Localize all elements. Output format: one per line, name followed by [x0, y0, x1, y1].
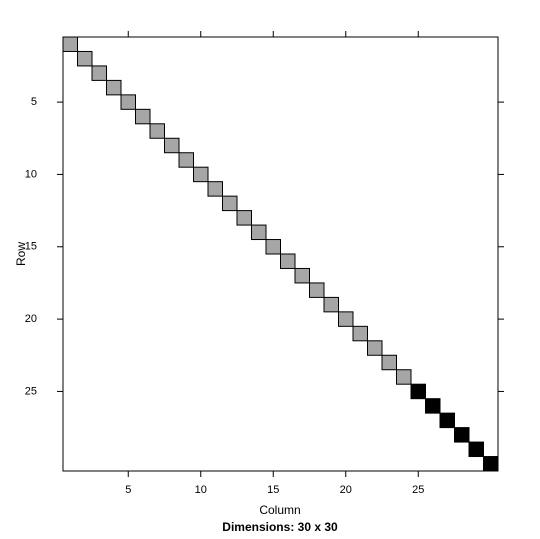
matrix-cell — [91, 65, 107, 81]
matrix-cell — [120, 94, 136, 110]
matrix-cell — [367, 340, 383, 356]
matrix-cell — [222, 195, 238, 212]
plot-frame — [62, 36, 499, 472]
x-tick-label: 5 — [125, 484, 131, 496]
matrix-cell — [294, 267, 310, 284]
matrix-cell — [265, 239, 281, 255]
y-tick-label: 25 — [25, 385, 37, 397]
x-tick-label: 10 — [195, 484, 207, 496]
matrix-cell — [468, 441, 484, 458]
matrix-cell — [483, 456, 499, 472]
matrix-cell — [309, 282, 325, 298]
matrix-cell — [77, 50, 93, 67]
matrix-cell — [193, 166, 209, 183]
matrix-cell — [454, 427, 470, 443]
matrix-cell — [352, 325, 368, 342]
y-tick-label: 20 — [25, 313, 37, 325]
matrix-cell — [323, 296, 339, 313]
matrix-cell — [280, 253, 296, 269]
matrix-cell — [251, 224, 267, 241]
y-tick-label: 15 — [25, 241, 37, 253]
chart-title: Dimensions: 30 x 30 — [222, 520, 338, 534]
y-tick-label: 5 — [31, 96, 37, 108]
matrix-cell — [164, 137, 180, 154]
matrix-cell — [207, 181, 223, 197]
matrix-cell — [439, 412, 455, 429]
x-axis-label: Column — [259, 503, 300, 517]
x-tick-label: 25 — [412, 484, 424, 496]
matrix-cell — [62, 36, 78, 52]
matrix-cell — [236, 210, 252, 226]
matrix-cell — [381, 354, 397, 371]
matrix-cell — [178, 152, 194, 168]
matrix-cell — [396, 369, 412, 385]
matrix-cell — [425, 398, 441, 414]
x-tick-label: 20 — [340, 484, 352, 496]
matrix-cell — [410, 383, 426, 400]
matrix-cell — [135, 108, 151, 125]
matrix-cell — [106, 79, 122, 96]
y-tick-label: 10 — [25, 168, 37, 180]
matrix-cell — [149, 123, 165, 139]
matrix-cell — [338, 311, 354, 327]
y-axis-label: Row — [14, 242, 28, 266]
x-tick-label: 15 — [267, 484, 279, 496]
